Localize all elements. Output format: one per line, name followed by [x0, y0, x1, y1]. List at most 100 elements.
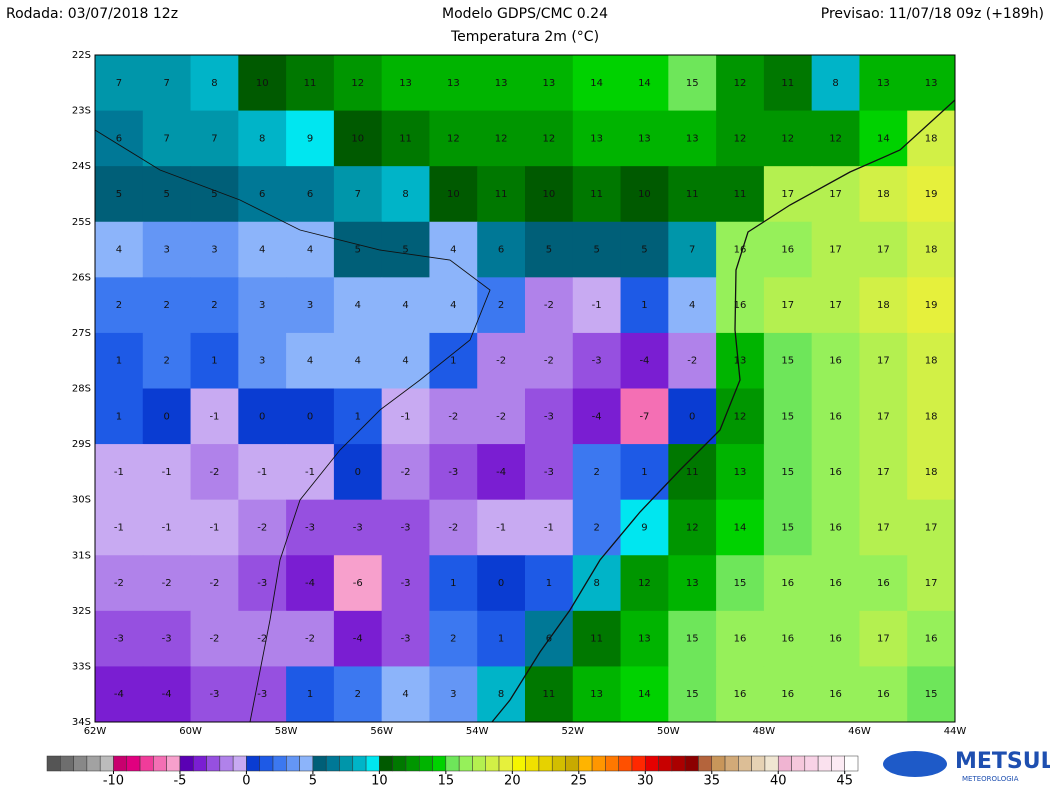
temp-value: 18	[877, 189, 890, 200]
temp-cell	[620, 666, 669, 723]
temp-cell	[763, 110, 813, 167]
lon-label: 44W	[944, 726, 967, 737]
temp-cell	[763, 221, 813, 278]
temp-value: -3	[544, 411, 554, 422]
colorbar-box	[591, 755, 606, 772]
temp-cell	[811, 166, 860, 223]
temp-value: 5	[641, 245, 647, 256]
temp-cell	[333, 55, 383, 112]
temp-cell	[907, 444, 956, 501]
temp-cell	[716, 166, 765, 223]
colorbar-box	[485, 755, 500, 772]
temp-value: -2	[448, 411, 458, 422]
temp-cell	[190, 277, 239, 334]
temp-cell	[190, 221, 239, 278]
temp-value: -1	[401, 411, 411, 422]
temp-value: -1	[592, 300, 602, 311]
temp-value: 16	[829, 689, 842, 700]
temp-value: 11	[543, 689, 556, 700]
colorbar-box	[259, 755, 274, 772]
temp-value: 16	[781, 578, 794, 589]
temp-value: -2	[401, 467, 411, 478]
temp-cell	[429, 388, 478, 445]
colorbar-label: 20	[504, 774, 521, 789]
temp-cell	[525, 55, 574, 112]
temp-cell	[477, 610, 526, 667]
colorbar-box	[299, 755, 314, 772]
temp-cell	[477, 666, 526, 723]
temp-value: 12	[495, 133, 508, 144]
temp-value: 18	[877, 300, 890, 311]
temp-cell	[907, 277, 956, 334]
coastline	[491, 99, 956, 723]
colorbar-box	[817, 755, 832, 772]
colorbar-box	[365, 755, 380, 772]
temp-value: 4	[402, 300, 408, 311]
temp-cell	[620, 499, 669, 556]
temp-cell	[190, 610, 239, 667]
temp-cell	[142, 499, 192, 556]
temp-cell	[907, 666, 956, 723]
lat-label: 30S	[72, 495, 91, 506]
temp-cell	[381, 277, 430, 334]
temp-value: 2	[498, 300, 504, 311]
colorbar-label: 10	[371, 774, 388, 789]
temp-cell	[477, 499, 526, 556]
temp-value: 17	[781, 300, 794, 311]
temp-cell	[763, 666, 813, 723]
temp-value: -4	[592, 411, 602, 422]
colorbar-box	[618, 755, 633, 772]
temp-cell	[668, 388, 717, 445]
temp-value: 11	[304, 78, 317, 89]
logo-name: METSUL	[955, 749, 1050, 774]
temp-cell	[525, 555, 574, 612]
lon-label: 50W	[657, 726, 680, 737]
temp-cell	[429, 221, 478, 278]
temp-value: 14	[638, 78, 651, 89]
temp-value: -2	[209, 578, 219, 589]
temp-cell	[190, 166, 239, 223]
temp-cell	[763, 388, 813, 445]
colorbar-box	[206, 755, 221, 772]
temp-cell	[95, 666, 144, 723]
temp-value: 12	[543, 133, 556, 144]
temp-value: 6	[116, 133, 122, 144]
temp-cell	[716, 610, 765, 667]
temp-cell	[429, 277, 478, 334]
temp-value: 11	[399, 133, 412, 144]
temp-value: -1	[496, 522, 506, 533]
temp-value: 16	[781, 689, 794, 700]
temp-value: -7	[639, 411, 649, 422]
temp-cell	[286, 166, 335, 223]
temp-cell	[907, 332, 956, 389]
temp-value: 1	[498, 634, 504, 645]
lat-label: 24S	[72, 161, 91, 172]
temp-cell	[668, 444, 717, 501]
temp-cell	[142, 55, 192, 112]
colorbar-box	[445, 755, 460, 772]
temp-cell	[142, 277, 192, 334]
lon-label: 46W	[848, 726, 871, 737]
temp-cell	[142, 444, 192, 501]
temp-value: -3	[209, 689, 219, 700]
temp-value: 5	[211, 189, 217, 200]
temp-value: -2	[448, 522, 458, 533]
temp-cell	[429, 666, 478, 723]
colorbar-box	[232, 755, 247, 772]
temp-value: 1	[211, 356, 217, 367]
temp-value: 1	[546, 578, 552, 589]
temp-value: 2	[163, 356, 169, 367]
temp-value: 4	[259, 245, 265, 256]
temp-value: 2	[450, 634, 456, 645]
temp-cell	[333, 332, 383, 389]
temp-cell	[190, 666, 239, 723]
temp-value: 5	[163, 189, 169, 200]
temp-value: 5	[355, 245, 361, 256]
temp-cell	[859, 166, 908, 223]
temp-value: -3	[401, 578, 411, 589]
temp-value: 4	[355, 300, 361, 311]
temp-value: 16	[829, 411, 842, 422]
temp-cell	[286, 610, 335, 667]
temp-value: 4	[307, 356, 313, 367]
